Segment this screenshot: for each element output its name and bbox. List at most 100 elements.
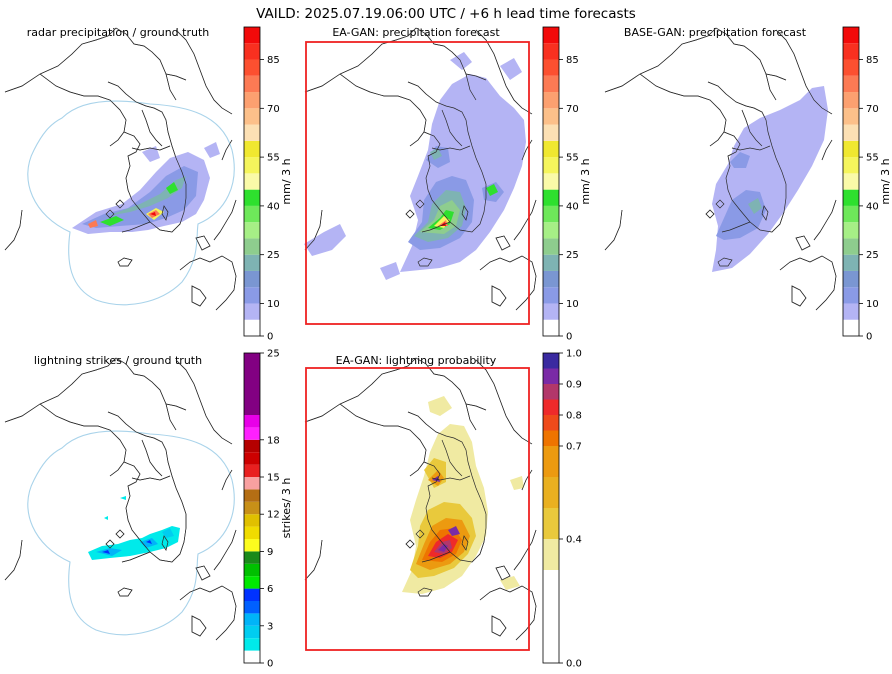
- colorbar-swatch: [244, 140, 260, 158]
- colorbar-tick-label: 55: [866, 153, 879, 164]
- colorbar-tick-label: 0.9: [566, 380, 582, 391]
- colorbar-swatch: [843, 319, 859, 336]
- colorbar-swatch: [244, 415, 260, 428]
- colorbar-tick-label: 0: [267, 332, 273, 343]
- colorbar-tick-label: 55: [566, 153, 579, 164]
- colorbar-swatch: [843, 238, 859, 255]
- panel-title-ea-precip: EA-GAN: precipitation forecast: [332, 26, 500, 39]
- colorbar-swatch: [244, 189, 260, 206]
- colorbar-tick-label: 18: [267, 435, 280, 446]
- colorbar-tick-label: 40: [267, 201, 280, 212]
- colorbar-frame: [243, 352, 261, 664]
- colorbar-tick-label: 40: [566, 201, 579, 212]
- colorbar-swatch: [543, 539, 559, 570]
- colorbar-swatch: [843, 189, 859, 206]
- colorbar-swatch: [843, 222, 859, 239]
- colorbar-swatch: [244, 222, 260, 239]
- colorbar-tick-label: 10: [566, 299, 579, 310]
- colorbar-swatch: [244, 526, 260, 539]
- panel-base-precip: BASE-GAN: precipitation forecast: [604, 26, 837, 311]
- colorbar-swatch: [843, 303, 859, 320]
- colorbar-tick-label: 85: [267, 55, 280, 66]
- colorbar-swatch: [244, 625, 260, 639]
- highlight-border-ea-precip: [305, 41, 530, 325]
- colorbar-swatch: [244, 75, 260, 93]
- colorbar-swatch: [244, 270, 260, 288]
- colorbar-swatch: [543, 430, 559, 446]
- colorbar-label: strikes/ 3 h: [280, 478, 293, 539]
- colorbar-swatch: [543, 205, 559, 223]
- precip-field-radar: [72, 142, 220, 234]
- colorbar-swatch: [244, 551, 260, 564]
- colorbar-swatch: [543, 222, 559, 239]
- colorbar-swatch: [244, 287, 260, 304]
- radar-range-ring-lightning: [27, 430, 235, 636]
- colorbar-swatch: [843, 59, 859, 76]
- colorbar-frame: [243, 26, 261, 337]
- colorbar-swatch: [244, 92, 260, 109]
- colorbar-swatch: [843, 157, 859, 174]
- colorbar-swatch: [843, 140, 859, 158]
- colorbar-tick-label: 25: [267, 349, 280, 360]
- colorbar-swatch: [244, 319, 260, 336]
- colorbar-tick-label: 25: [866, 250, 879, 261]
- colorbar-swatch: [843, 270, 859, 288]
- colorbar-swatch: [543, 477, 559, 508]
- panel-ea-precip: EA-GAN: precipitation forecast: [304, 26, 537, 325]
- colorbar-swatch: [543, 43, 559, 60]
- colorbar-swatch: [543, 570, 559, 663]
- colorbar-swatch: [843, 92, 859, 109]
- colorbar-swatch: [244, 173, 260, 190]
- colorbar-tick-label: 85: [866, 55, 879, 66]
- panel-title-ea-lightning: EA-GAN: lightning probability: [336, 354, 497, 367]
- panel-lightning: lightning strikes / ground truth: [4, 354, 237, 641]
- colorbar-swatch: [543, 124, 559, 141]
- colorbar-frame: [842, 26, 860, 337]
- precip-field-base: [712, 86, 828, 272]
- colorbar-tick-label: 10: [267, 299, 280, 310]
- colorbar-swatch: [543, 270, 559, 288]
- colorbar-swatch: [244, 27, 260, 44]
- colorbar-frame: [542, 26, 560, 337]
- map-base-precip: [604, 27, 837, 311]
- colorbar-swatch: [543, 254, 559, 271]
- colorbar-swatch: [543, 92, 559, 109]
- colorbar-swatch: [244, 254, 260, 271]
- colorbar-tick-label: 70: [566, 104, 579, 115]
- colorbar-label: mm/ 3 h: [879, 158, 892, 204]
- colorbar-swatch: [543, 446, 559, 477]
- colorbar-swatch: [543, 508, 559, 539]
- colorbar-swatch: [244, 638, 260, 651]
- colorbar-swatch: [244, 238, 260, 255]
- colorbar-swatch: [244, 588, 260, 601]
- colorbar-swatch: [244, 501, 260, 515]
- colorbar-swatch: [543, 140, 559, 158]
- colorbar-swatch: [244, 108, 260, 125]
- colorbar-swatch: [244, 563, 260, 577]
- colorbar-ea-precip: 0 10 25 40 55 70 85 mm/ 3 h: [542, 26, 592, 343]
- colorbar-swatch: [244, 539, 260, 552]
- colorbar-tick-label: 25: [566, 250, 579, 261]
- colorbar-swatch: [244, 43, 260, 60]
- colorbar-swatch: [543, 303, 559, 320]
- colorbar-swatch: [843, 108, 859, 125]
- colorbar-swatch: [244, 427, 260, 440]
- colorbar-swatch: [843, 173, 859, 190]
- colorbar-swatch: [543, 59, 559, 76]
- colorbar-swatch: [843, 287, 859, 304]
- colorbar-swatch: [543, 75, 559, 93]
- colorbar-tick-label: 3: [267, 621, 273, 632]
- colorbar-swatch: [543, 353, 559, 369]
- map-radar: [4, 27, 237, 311]
- radar-range-ring: [27, 100, 235, 306]
- colorbar-tick-label: 1.0: [566, 349, 582, 360]
- colorbar-tick-label: 0.0: [566, 659, 582, 670]
- colorbar-tick-label: 0.7: [566, 442, 582, 453]
- colorbar-swatch: [843, 254, 859, 271]
- colorbar-lightning-probability: 0.0 0.4 0.7 0.8 0.9 1.0: [542, 349, 582, 670]
- colorbar-swatch: [244, 464, 260, 477]
- colorbar-swatch: [244, 489, 260, 502]
- colorbar-tick-label: 70: [866, 104, 879, 115]
- colorbar-swatch: [543, 415, 559, 431]
